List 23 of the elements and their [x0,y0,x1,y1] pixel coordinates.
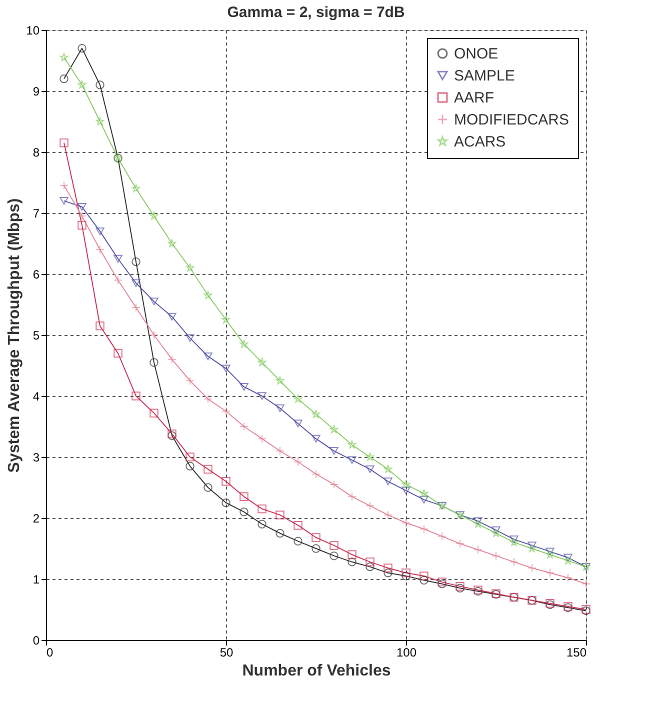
legend-label: AARF [454,90,494,106]
y-axis-title: System Average Throughput (Mbps) [6,198,24,473]
y-tick-label: 1 [32,572,40,586]
y-tick-label: 9 [32,84,40,98]
legend-label: MODIFIEDCARS [454,112,570,128]
legend-label: ACARS [454,134,506,150]
y-tick-label: 7 [32,206,40,220]
y-tick-label: 8 [32,146,40,160]
y-tick-label: 0 [32,634,40,648]
x-tick-label: 0 [46,646,54,660]
x-tick-label: 150 [566,646,587,660]
y-tick-label: 5 [32,328,40,342]
y-tick-label: 10 [26,24,40,38]
chart-title: Gamma = 2, sigma = 7dB [227,4,405,21]
y-tick-label: 6 [32,268,40,282]
y-tick-label: 4 [32,390,40,404]
legend-label: SAMPLE [454,68,515,84]
y-tick-label: 3 [32,450,40,464]
y-tick-label: 2 [32,512,40,526]
legend-label: ONOE [454,46,498,62]
x-tick-label: 100 [396,646,417,660]
x-axis-title: Number of Vehicles [242,662,391,680]
x-tick-label: 50 [220,646,234,660]
